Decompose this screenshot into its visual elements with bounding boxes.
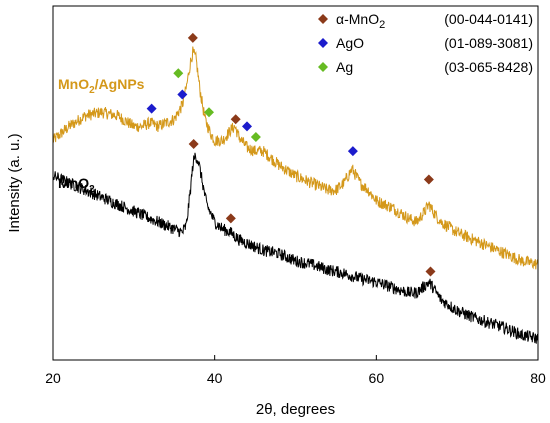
peak-marker-ago [347,146,358,157]
peak-marker-ag [173,68,184,79]
peak-marker-alpha-mno2 [225,213,236,224]
legend-label-ag: Ag [336,59,353,75]
y-axis-title: Intensity (a. u.) [6,133,23,232]
legend-label-alpha-mno2: α-MnO2 [336,11,385,31]
series-label-0: MnO2/AgNPs [58,76,145,96]
legend-marker-alpha-mno2 [318,14,328,24]
legend-code-ag: (03-065-8428) [444,59,533,75]
legend-code-alpha-mno2: (00-044-0141) [444,11,533,27]
legend: α-MnO2 (00-044-0141) AgO (01-089-3081) Ag (03… [318,11,533,75]
legend-label-ago: AgO [336,35,364,51]
series-label-1: MnO2 [58,175,95,195]
legend-marker-ag [318,62,328,72]
peak-marker-alpha-mno2 [187,32,198,43]
series-line-0 [52,46,539,270]
x-tick-label: 80 [530,370,546,386]
peak-marker-ago [242,121,252,132]
peak-marker-ago [146,103,157,114]
series-labels: MnO2/AgNPs MnO2 [58,76,145,195]
peak-marker-alpha-mno2 [423,174,434,185]
x-tick-label: 20 [45,370,61,386]
x-axis-title: 2θ, degrees [256,401,335,418]
plot-frame [52,5,539,361]
peak-marker-ag [250,131,261,142]
series-layer [52,46,539,344]
series-line-1 [52,152,539,344]
x-tick-label: 60 [369,370,385,386]
legend-marker-ago [318,38,328,48]
legend-code-ago: (01-089-3081) [444,35,533,51]
marker-layer [146,32,436,277]
x-tick-label: 40 [207,370,223,386]
peak-marker-ag [204,107,215,118]
peak-marker-alpha-mno2 [425,266,436,277]
peak-marker-alpha-mno2 [188,139,199,150]
peak-marker-alpha-mno2 [230,114,241,125]
tick-layer: 20 40 60 80 [45,355,546,386]
peak-marker-ago [177,89,188,100]
